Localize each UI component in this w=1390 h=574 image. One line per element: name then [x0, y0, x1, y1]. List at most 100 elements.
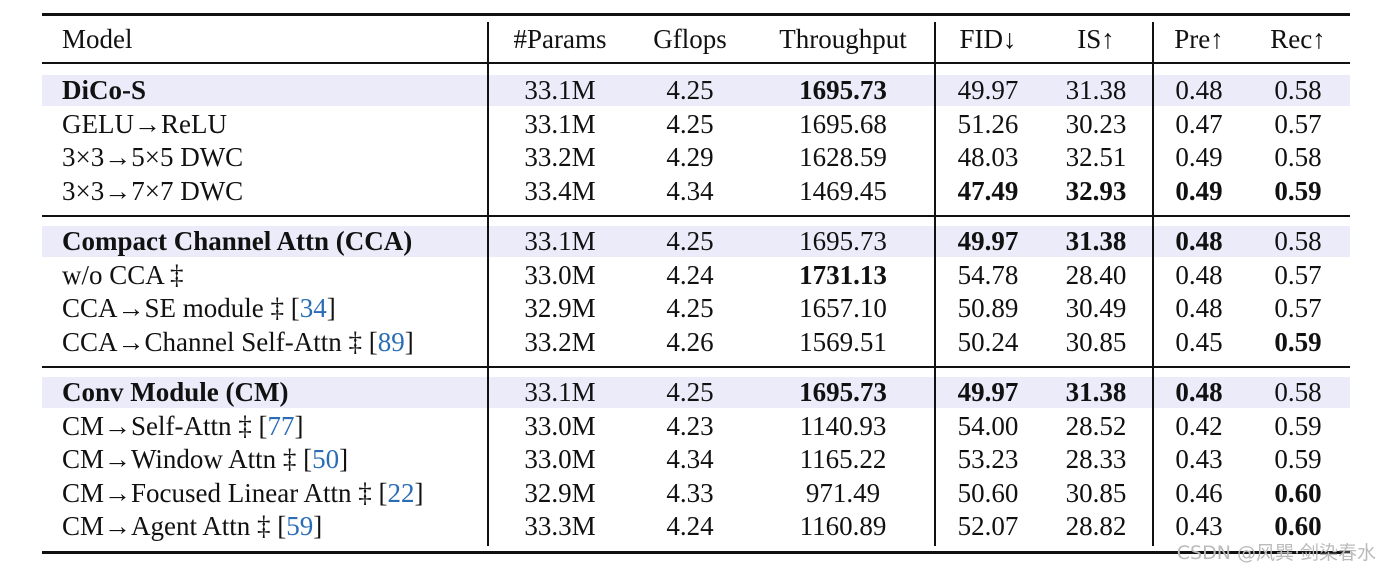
metric-cell: 28.52 — [1065, 410, 1127, 441]
column-header: Rec↑ — [1270, 24, 1326, 54]
model-text: 3×3→5×5 DWC — [62, 142, 244, 173]
metric-cell: 1569.51 — [799, 326, 887, 357]
metric-cell: 1695.68 — [799, 108, 887, 139]
metric-cell: 33.0M — [524, 444, 596, 475]
group-rule — [42, 215, 1350, 217]
model-name: 3×3→5×5 DWC — [62, 142, 243, 172]
metric-cell: 4.25 — [666, 377, 714, 407]
citation: 50 — [312, 444, 340, 475]
metric-cell: 0.58 — [1274, 142, 1322, 173]
metric-cell: 1140.93 — [799, 410, 887, 441]
metric-cell: 0.48 — [1175, 259, 1223, 290]
metric-cell: 31.38 — [1065, 75, 1127, 105]
metric-cell: 32.93 — [1065, 175, 1127, 206]
model-name: CCA→SE module ‡ [34] — [62, 293, 336, 323]
metric-cell: 48.03 — [957, 142, 1019, 173]
metric-cell: 1695.73 — [799, 75, 887, 105]
metric-cell: 0.59 — [1274, 175, 1322, 206]
metric-cell: 0.57 — [1274, 108, 1322, 139]
column-header: FID↓ — [959, 24, 1017, 54]
citation-bracket: ] — [313, 511, 323, 542]
model-name: CM→Focused Linear Attn ‡ [22] — [62, 478, 423, 508]
column-header: Gflops — [653, 24, 727, 54]
metric-cell: 0.49 — [1175, 142, 1223, 173]
model-name: CM→Self-Attn ‡ [77] — [62, 411, 304, 441]
metric-cell: 4.24 — [666, 259, 714, 290]
metric-cell: 49.97 — [957, 75, 1019, 105]
citation: 89 — [377, 326, 405, 357]
model-text: Compact Channel Attn (CCA) — [62, 226, 413, 256]
metric-cell: 0.59 — [1274, 444, 1322, 475]
metric-cell: 4.25 — [666, 293, 714, 324]
column-header: #Params — [513, 24, 607, 54]
metric-cell: 1628.59 — [799, 142, 887, 173]
metric-cell: 0.48 — [1175, 293, 1223, 324]
metric-cell: 0.57 — [1274, 259, 1322, 290]
citation: 59 — [286, 511, 314, 542]
model-name: Compact Channel Attn (CCA) — [62, 226, 412, 256]
citation-bracket: ] — [339, 444, 349, 475]
metric-cell: 33.3M — [524, 511, 596, 542]
model-text: CCA→SE module ‡ [ — [62, 293, 300, 324]
metric-cell: 32.9M — [524, 293, 596, 324]
metric-cell: 33.4M — [524, 175, 596, 206]
metric-cell: 50.60 — [957, 477, 1019, 508]
metric-cell: 33.0M — [524, 410, 596, 441]
model-text: CM→Self-Attn ‡ [ — [62, 410, 268, 441]
metric-cell: 4.33 — [666, 477, 714, 508]
metric-cell: 33.1M — [524, 226, 596, 256]
model-text: CM→Agent Attn ‡ [ — [62, 511, 287, 542]
model-text: w/o CCA ‡ — [62, 259, 184, 290]
metric-cell: 4.26 — [666, 326, 714, 357]
metric-cell: 47.49 — [957, 175, 1019, 206]
metric-cell: 33.2M — [524, 142, 596, 173]
metric-cell: 0.45 — [1175, 326, 1223, 357]
metric-cell: 33.0M — [524, 259, 596, 290]
metric-cell: 33.2M — [524, 326, 596, 357]
column-header: Model — [62, 24, 133, 54]
column-divider — [1152, 22, 1154, 546]
row-highlight — [42, 377, 1350, 408]
model-name: 3×3→7×7 DWC — [62, 176, 243, 206]
metric-cell: 0.43 — [1175, 444, 1223, 475]
metric-cell: 28.33 — [1065, 444, 1127, 475]
model-text: CM→Focused Linear Attn ‡ [ — [62, 477, 388, 508]
metric-cell: 1469.45 — [799, 175, 887, 206]
metric-cell: 30.85 — [1065, 326, 1127, 357]
metric-cell: 53.23 — [957, 444, 1019, 475]
metric-cell: 50.24 — [957, 326, 1019, 357]
model-text: Conv Module (CM) — [62, 377, 289, 407]
column-header: Pre↑ — [1174, 24, 1224, 54]
metric-cell: 54.00 — [957, 410, 1019, 441]
column-divider — [934, 22, 936, 546]
metric-cell: 4.24 — [666, 511, 714, 542]
model-name: GELU→ReLU — [62, 109, 227, 139]
model-text: 3×3→7×7 DWC — [62, 175, 244, 206]
metric-cell: 0.43 — [1175, 511, 1223, 542]
metric-cell: 33.1M — [524, 75, 596, 105]
row-highlight — [42, 75, 1350, 106]
metric-cell: 0.58 — [1274, 75, 1322, 105]
header-rule — [42, 62, 1350, 64]
metric-cell: 0.59 — [1274, 410, 1322, 441]
metric-cell: 1695.73 — [799, 377, 887, 407]
metric-cell: 4.25 — [666, 108, 714, 139]
metric-cell: 0.57 — [1274, 293, 1322, 324]
metric-cell: 28.82 — [1065, 511, 1127, 542]
metric-cell: 4.23 — [666, 410, 714, 441]
metric-cell: 0.58 — [1274, 377, 1322, 407]
model-text: GELU→ReLU — [62, 108, 227, 139]
metric-cell: 31.38 — [1065, 377, 1127, 407]
model-text: DiCo-S — [62, 75, 147, 105]
metric-cell: 30.49 — [1065, 293, 1127, 324]
top-rule — [42, 13, 1350, 16]
metric-cell: 4.34 — [666, 175, 714, 206]
model-name: CM→Window Attn ‡ [50] — [62, 444, 348, 474]
model-text: CCA→Channel Self-Attn ‡ [ — [62, 326, 378, 357]
bottom-rule — [42, 551, 1350, 554]
metric-cell: 0.48 — [1175, 377, 1223, 407]
metric-cell: 49.97 — [957, 226, 1019, 256]
metric-cell: 0.47 — [1175, 108, 1223, 139]
metric-cell: 33.1M — [524, 108, 596, 139]
group-rule — [42, 366, 1350, 368]
